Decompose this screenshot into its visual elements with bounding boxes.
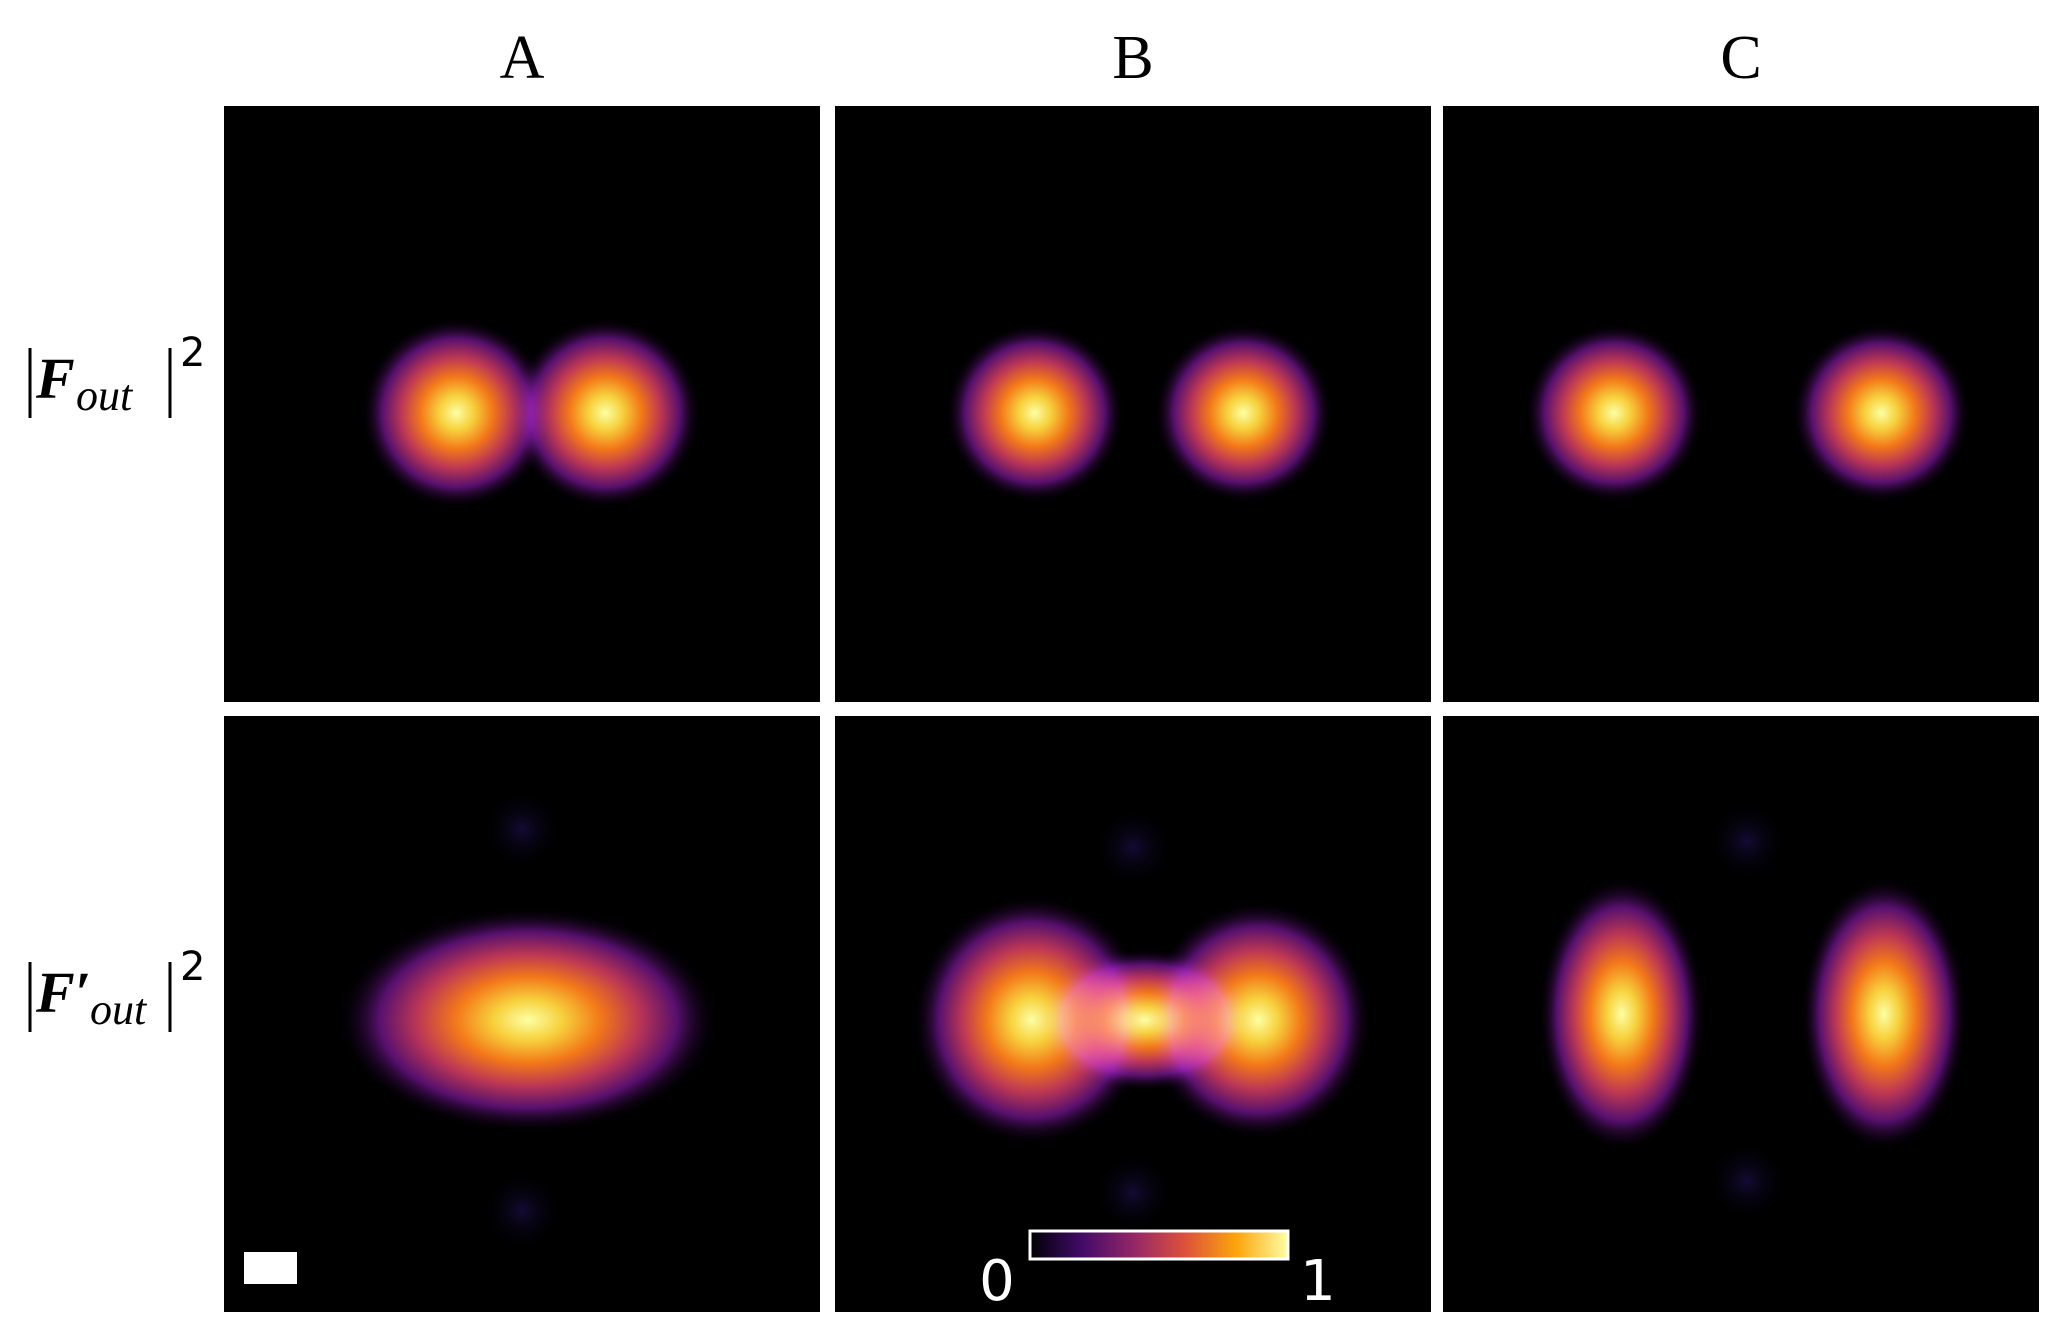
colorbar-tick-label: 0 — [979, 1249, 1015, 1314]
faint-spot — [1706, 1140, 1787, 1221]
row-subscript: out — [90, 985, 148, 1034]
intensity-spot — [912, 894, 1151, 1146]
intensity-spot — [361, 317, 552, 509]
intensity-spot — [337, 906, 719, 1134]
intensity-spot — [1800, 876, 1968, 1152]
intensity-spot — [1153, 323, 1333, 503]
scale-bar — [244, 1252, 297, 1284]
column-title: A — [500, 24, 545, 92]
faint-spot — [482, 789, 562, 870]
colorbar — [1028, 1229, 1290, 1261]
intensity-spot — [1524, 323, 1704, 503]
intensity-spot — [1791, 323, 1971, 503]
row-label: F′ out 2 — [28, 944, 205, 1034]
image-panel — [835, 106, 1431, 702]
faint-spot — [1093, 807, 1173, 888]
row-symbol: F′ — [35, 960, 91, 1025]
column-title: B — [1112, 24, 1153, 92]
column-title: C — [1720, 24, 1761, 92]
faint-spot — [1093, 1152, 1173, 1233]
intensity-spot — [1538, 876, 1706, 1152]
faint-spot — [1706, 801, 1787, 882]
row-exponent: 2 — [180, 944, 205, 990]
intensity-spot — [1037, 948, 1253, 1092]
colorbar-tick-label: 1 — [1300, 1249, 1336, 1314]
row-symbol: F — [35, 346, 75, 411]
row-exponent: 2 — [180, 330, 205, 376]
intensity-spot — [945, 323, 1125, 503]
faint-spot — [482, 1170, 562, 1251]
row-subscript: out — [76, 371, 134, 420]
intensity-spot — [510, 317, 701, 509]
